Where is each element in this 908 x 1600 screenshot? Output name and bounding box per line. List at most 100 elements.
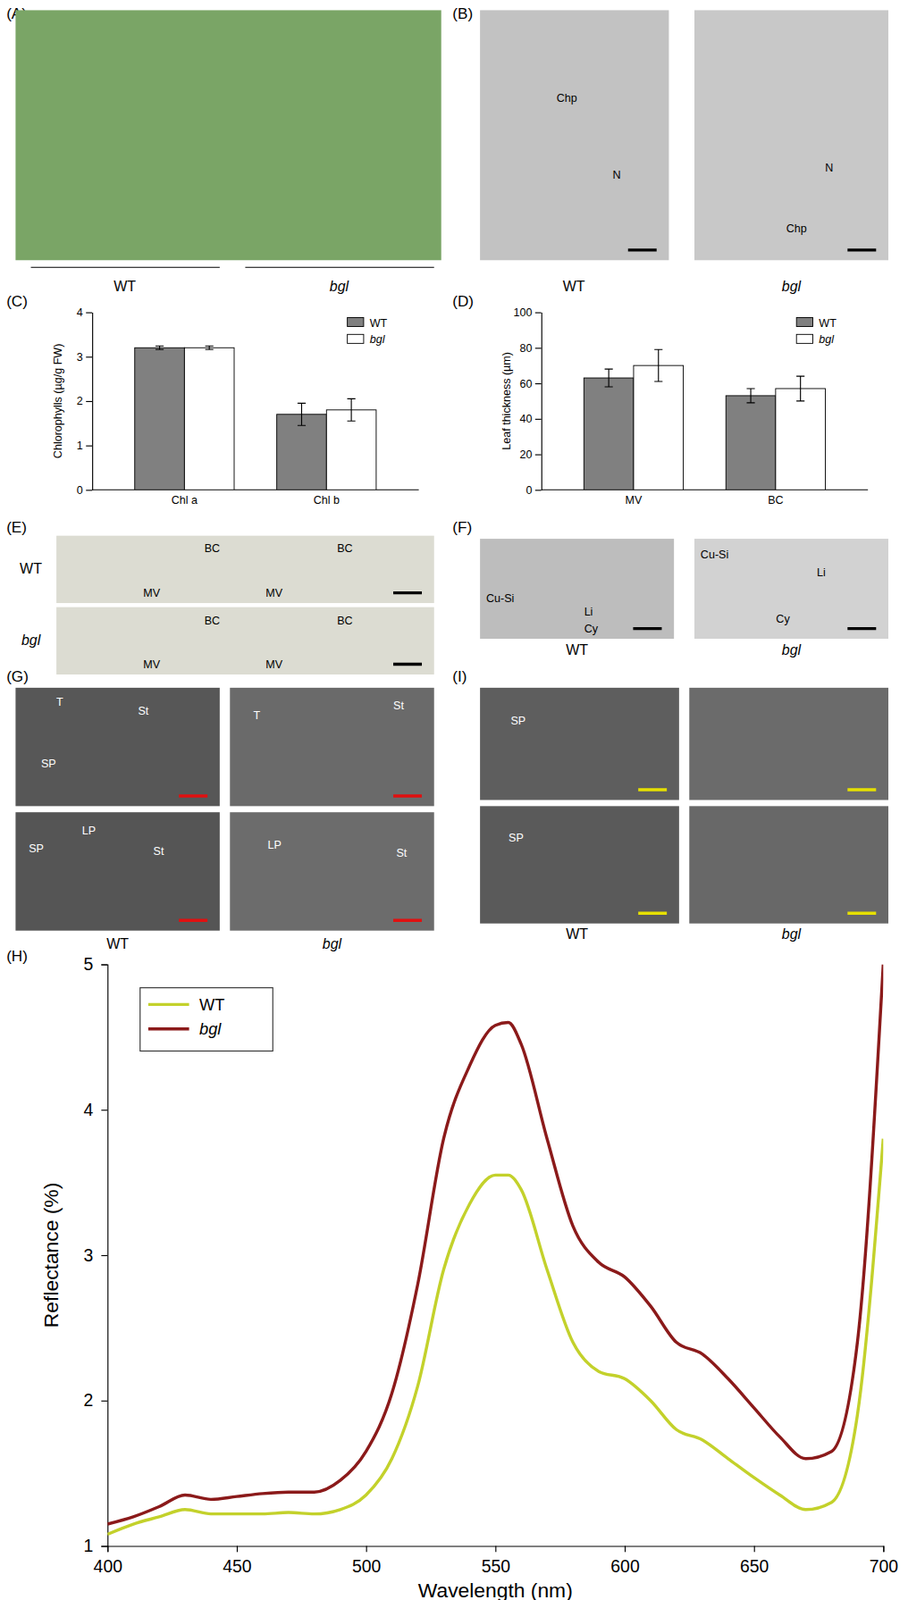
tick-label: 3 — [83, 1245, 93, 1266]
line — [107, 964, 883, 1525]
caption: bgl — [781, 926, 802, 942]
tick: 0 — [76, 484, 93, 497]
legend-label: bgl — [199, 1019, 222, 1039]
legend-swatch — [796, 334, 813, 344]
scale-bar — [847, 788, 876, 791]
image-placeholder — [689, 806, 889, 924]
bar — [326, 410, 377, 490]
tick-mark — [85, 356, 93, 358]
image-placeholder — [479, 688, 680, 801]
tick: 2 — [76, 395, 93, 408]
chart: 12345400450500550600650700(H)Wavelength … — [6, 947, 899, 1600]
annotation: LP — [82, 824, 96, 838]
axis-line — [100, 965, 108, 1547]
tick-mark — [100, 1401, 108, 1403]
caption: WT — [106, 936, 129, 952]
image-panel: (B)ChpNNChpWTbgl — [452, 4, 889, 295]
tick: 60 — [519, 378, 541, 391]
tick-mark — [85, 401, 93, 403]
tick: 500 — [352, 1546, 382, 1577]
axis: 400450500550600650700 — [93, 1546, 900, 1577]
image-panel: (I)SPSPWTbgl — [452, 667, 889, 942]
image-placeholder — [15, 9, 441, 261]
chart: 01234Chl aChl b(C)Chlorophylls (µg/g FW)… — [6, 292, 419, 507]
legend: WTbgl — [140, 988, 273, 1052]
tick-label: 600 — [610, 1556, 640, 1577]
annotation: MV — [142, 587, 160, 600]
image-placeholder — [15, 812, 219, 931]
tick: 600 — [610, 1546, 640, 1577]
bar — [134, 347, 185, 490]
scale-bar — [393, 663, 422, 666]
tick-label: 400 — [93, 1556, 124, 1577]
annotation: T — [56, 696, 64, 709]
panel-letter: (D) — [452, 292, 474, 311]
error-bar — [654, 349, 663, 382]
tick: 1 — [83, 1536, 108, 1556]
marks — [134, 345, 377, 490]
annotation: St — [395, 847, 407, 860]
image-placeholder — [689, 688, 889, 801]
tick-mark — [85, 489, 93, 491]
tick-mark — [535, 383, 542, 385]
tick: 100 — [512, 306, 541, 320]
caption: bgl — [781, 642, 802, 658]
annotation: Li — [816, 566, 826, 580]
tick: 650 — [739, 1546, 770, 1577]
annotation: SP — [28, 842, 44, 856]
legend-label: WT — [369, 317, 388, 330]
tick-mark — [100, 1546, 108, 1547]
annotation: St — [393, 699, 404, 713]
legend-swatch — [148, 1003, 190, 1007]
chart: 020406080100MVBC(D)Leaf thickness (µm)WT… — [452, 292, 868, 507]
scale-bar — [393, 591, 422, 595]
tick: 40 — [519, 412, 541, 426]
y-axis-title: Leaf thickness (µm) — [500, 352, 513, 451]
tick: 4 — [76, 306, 93, 320]
caption: WT — [565, 926, 589, 942]
tick-mark — [535, 312, 542, 314]
annotation: Li — [584, 605, 594, 619]
tick-mark — [535, 454, 542, 456]
annotation: SP — [508, 832, 524, 845]
tick: Chl b — [313, 489, 340, 507]
tick-mark — [535, 489, 542, 491]
tick-mark — [107, 1546, 109, 1553]
caption: bgl — [322, 936, 343, 952]
error-bar — [297, 403, 306, 426]
annotation: SP — [510, 714, 526, 728]
tick-label: 700 — [869, 1556, 900, 1577]
scale-bar — [393, 919, 422, 923]
tick: 400 — [93, 1546, 124, 1577]
axis-line — [541, 312, 543, 491]
legend-swatch — [347, 334, 364, 344]
tick-label: 4 — [83, 1100, 93, 1120]
bar — [775, 388, 826, 490]
tick-label: 1 — [83, 1536, 93, 1556]
image-placeholder — [694, 9, 889, 261]
y-axis-title: Reflectance (%) — [39, 1183, 63, 1329]
tick-label: 1 — [76, 439, 84, 453]
annotation: Chp — [786, 222, 808, 236]
image-panel: (G)TSPStTStSPLPStLPStWTbgl — [6, 667, 435, 952]
axis: 020406080100 — [512, 306, 542, 497]
figure: (A)WTbgl(B)ChpNNChpWTbgl(E)BCBCMVMVBCBCM… — [0, 0, 908, 1600]
tick: MV — [625, 489, 643, 507]
panel-letter: (G) — [6, 667, 29, 686]
image-placeholder — [56, 536, 435, 604]
bar — [583, 378, 634, 490]
legend: WTbgl — [347, 317, 388, 347]
image-placeholder — [229, 812, 434, 931]
scale-bar — [847, 248, 876, 252]
caption: WT — [563, 278, 586, 295]
tick-label: 2 — [83, 1390, 93, 1411]
tick-label: 2 — [76, 395, 84, 408]
annotation: MV — [265, 587, 283, 600]
x-axis-title: Wavelength (nm) — [418, 1579, 573, 1600]
bar — [725, 395, 776, 490]
tick-label: 5 — [83, 954, 93, 975]
tick-label: 0 — [76, 484, 84, 497]
annotation: LP — [268, 839, 282, 852]
scale-bar — [628, 248, 657, 252]
tick-label: MV — [625, 494, 643, 507]
